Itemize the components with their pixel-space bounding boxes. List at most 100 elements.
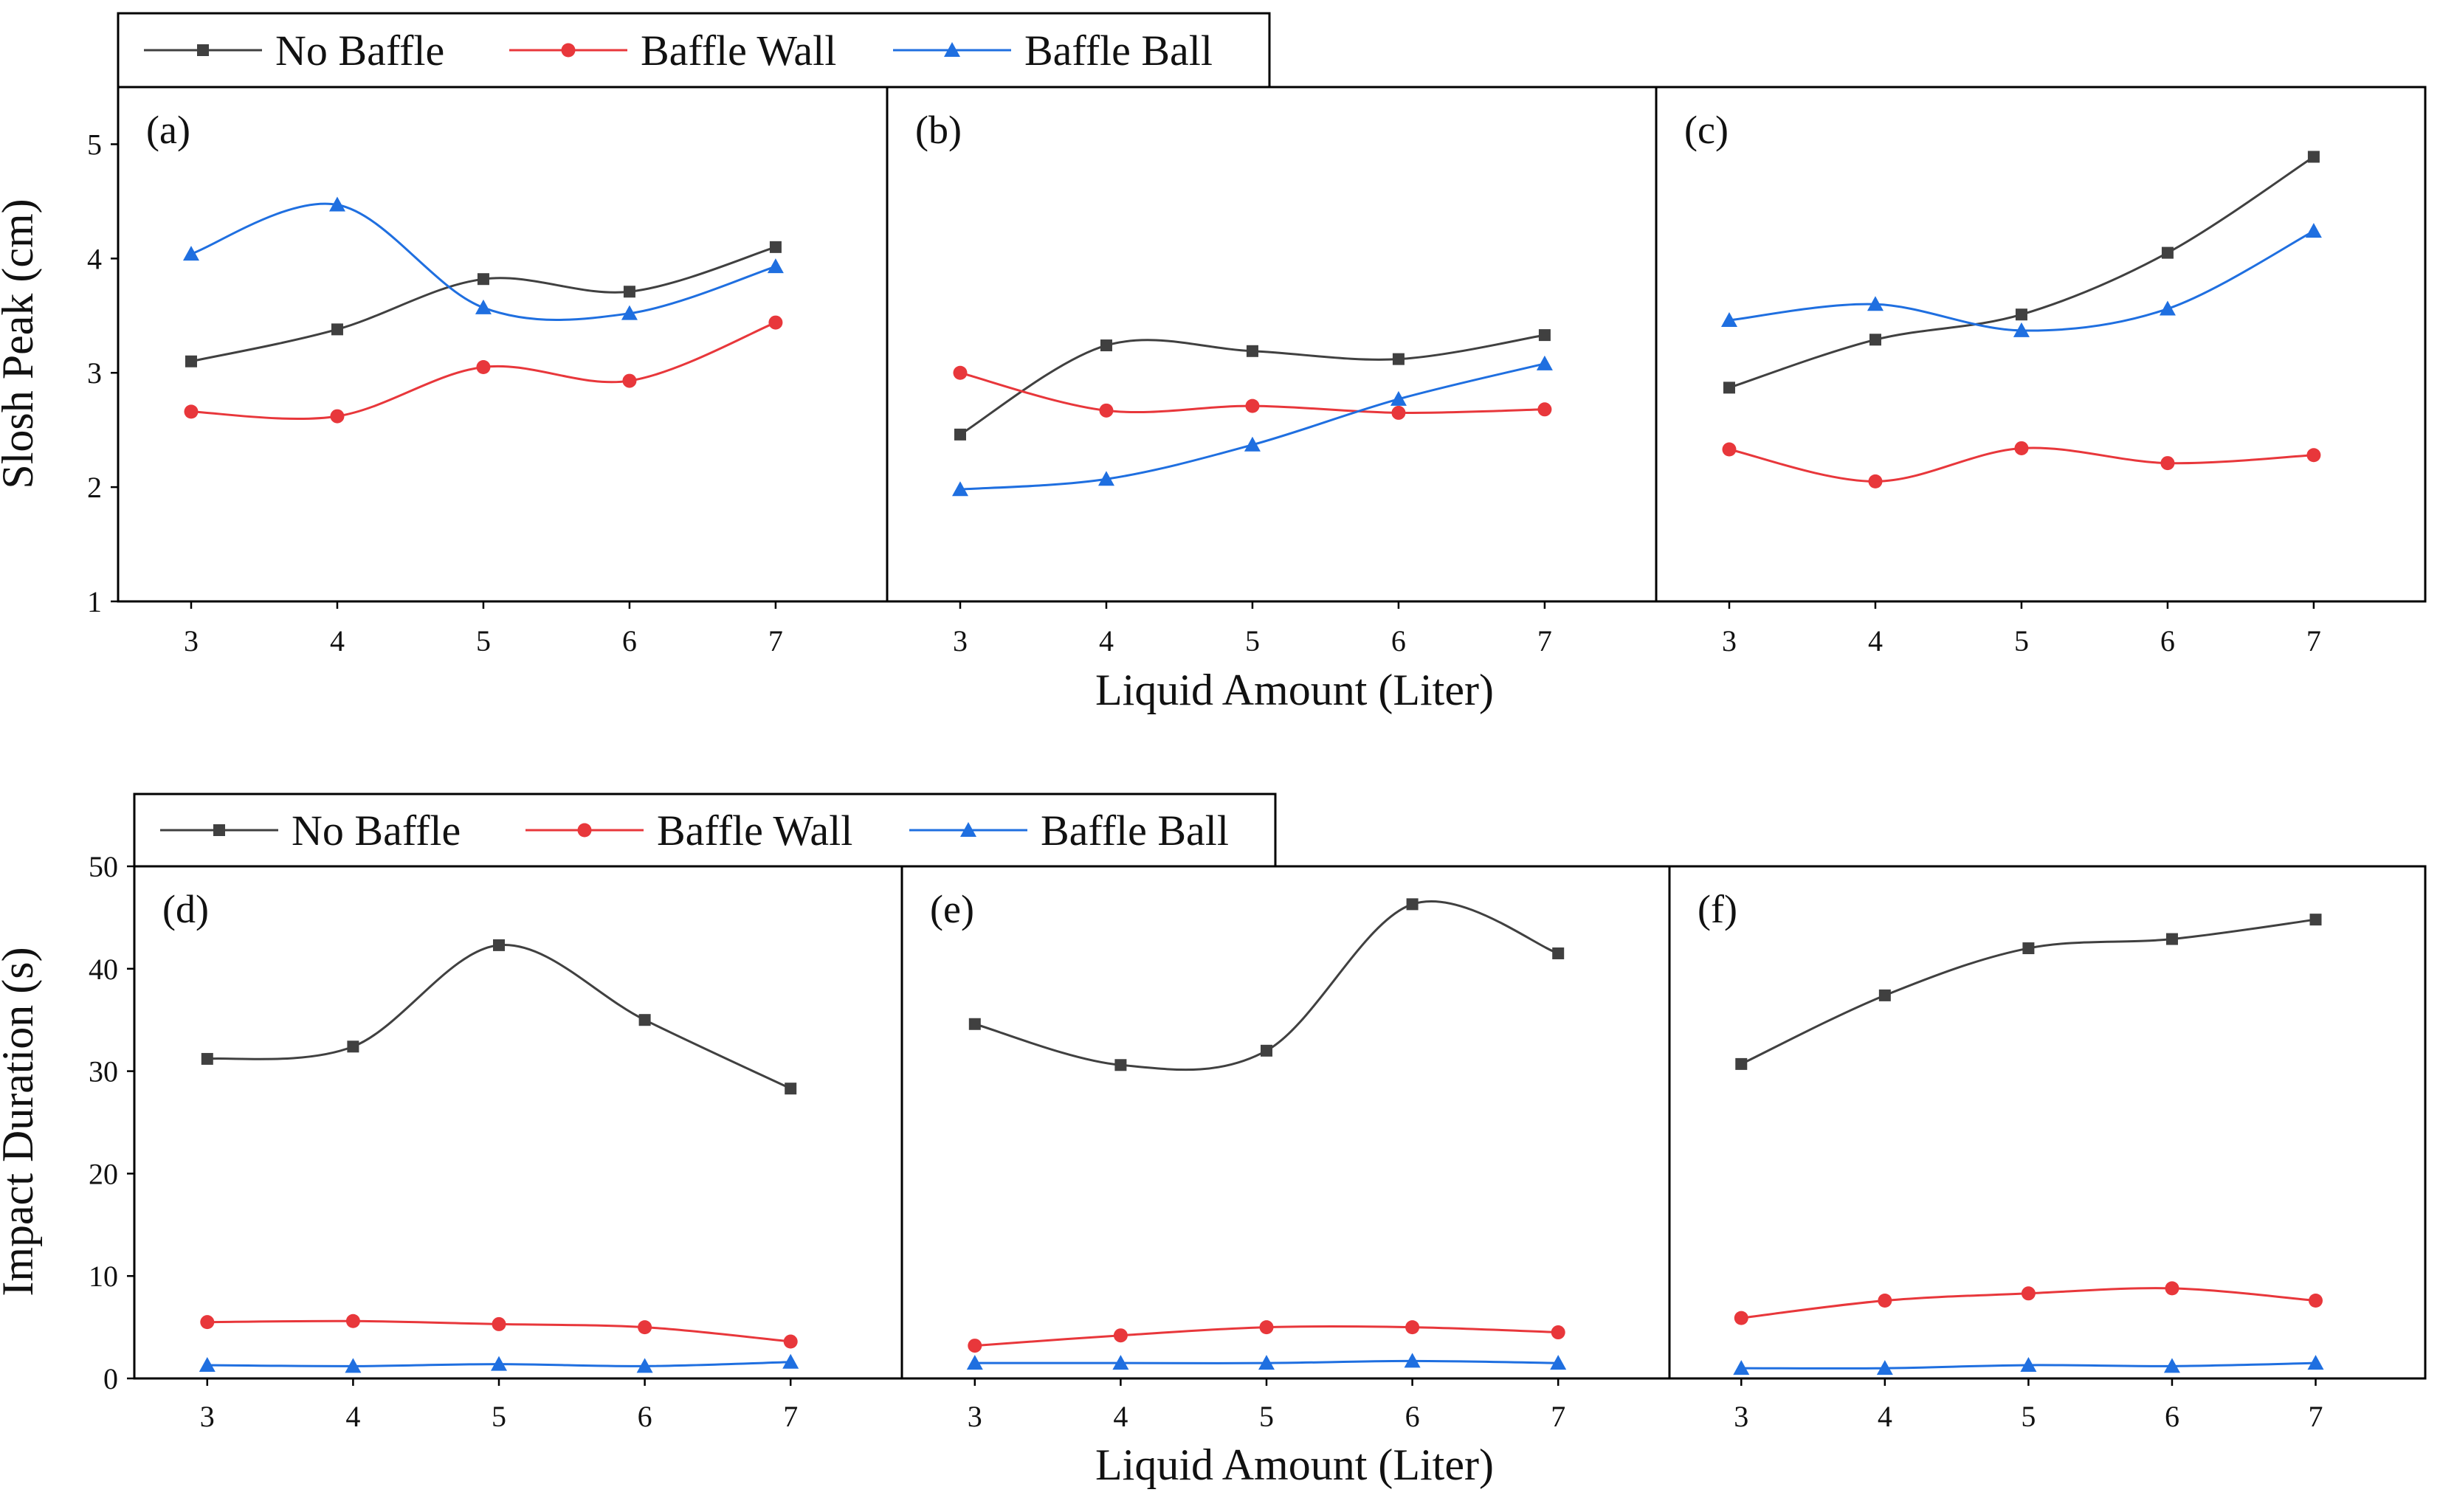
- y-tick-label-40: 40: [89, 953, 118, 986]
- bottom-y-axis-title: Impact Duration (s): [0, 947, 42, 1296]
- x-tick-label-4: 4: [1868, 624, 1883, 657]
- data-point-baffle-wall-3: [1722, 442, 1737, 457]
- panel-frame: [133, 865, 903, 1380]
- x-tick-label-6: 6: [622, 624, 637, 657]
- bottom-x-axis-title: Liquid Amount (Liter): [1095, 1440, 1494, 1489]
- data-point-baffle-ball-5: [2020, 1356, 2037, 1372]
- series-line-no-baffle: [207, 944, 791, 1090]
- data-point-no-baffle-5: [1261, 1044, 1272, 1057]
- x-tick-label-6: 6: [2160, 624, 2175, 657]
- panel-c: (c) 3 4 5 6 7: [1655, 86, 2427, 657]
- series-baffle-wall: [1734, 1281, 2323, 1325]
- legend-label-baffle-wall: Baffle Wall: [657, 807, 852, 855]
- data-point-no-baffle-4: [331, 323, 343, 336]
- data-point-baffle-ball-5: [491, 1356, 507, 1371]
- data-point-no-baffle-3: [954, 428, 966, 441]
- series-line-no-baffle: [1729, 156, 2315, 389]
- series-baffle-wall: [968, 1320, 1565, 1353]
- data-point-baffle-ball-4: [1112, 1355, 1129, 1370]
- top-x-axis-title: Liquid Amount (Liter): [1095, 666, 1494, 714]
- panel-e: (e) 3 4 5 6 7: [900, 865, 1671, 1433]
- top-chart-row: No Baffle Baffle Wall Baffle Ball Slosh Pea…: [0, 12, 2427, 714]
- data-point-no-baffle-3: [1735, 1057, 1748, 1070]
- data-point-baffle-ball-7: [2305, 223, 2322, 238]
- data-point-baffle-wall-6: [622, 373, 637, 388]
- x-tick-label-5: 5: [492, 1400, 506, 1433]
- panel-frame: [1655, 86, 2427, 603]
- panel-label: (e): [930, 887, 974, 931]
- data-point-no-baffle-6: [2161, 246, 2174, 259]
- data-point-no-baffle-3: [968, 1018, 981, 1030]
- data-point-baffle-ball-3: [1720, 311, 1737, 327]
- legend-marker-baffle-ball: [960, 822, 976, 837]
- x-tick-label-4: 4: [345, 1400, 360, 1433]
- top-legend: No Baffle Baffle Wall Baffle Ball: [117, 12, 1271, 89]
- legend-marker-no-baffle: [197, 44, 209, 56]
- x-tick-label-6: 6: [638, 1400, 652, 1433]
- data-point-no-baffle-5: [1246, 345, 1258, 357]
- data-point-baffle-wall-4: [1099, 403, 1114, 418]
- series-baffle-ball: [951, 355, 1553, 497]
- panel-d: (d) 3 4 5 6 7: [133, 865, 903, 1433]
- series-baffle-wall: [1722, 441, 2321, 489]
- data-point-baffle-ball-3: [951, 481, 968, 497]
- x-tick-label-5: 5: [2014, 624, 2029, 657]
- data-point-baffle-ball-4: [345, 1358, 362, 1373]
- bottom-chart-row: No Baffle Baffle Wall Baffle Ball Impact Du…: [0, 793, 2427, 1489]
- data-point-no-baffle-7: [2307, 151, 2320, 163]
- data-point-baffle-ball-4: [328, 196, 345, 212]
- series-no-baffle: [185, 241, 782, 367]
- data-point-baffle-ball-7: [2307, 1355, 2324, 1370]
- series-line-no-baffle: [1740, 918, 2316, 1066]
- series-baffle-ball: [966, 1353, 1567, 1370]
- data-point-baffle-wall-5: [2014, 441, 2029, 455]
- series-baffle-wall: [953, 365, 1552, 420]
- data-point-baffle-wall-4: [1878, 1294, 1892, 1308]
- x-tick-label-3: 3: [953, 624, 968, 657]
- data-point-baffle-ball-3: [182, 246, 199, 261]
- data-point-baffle-ball-5: [1244, 436, 1261, 452]
- series-baffle-ball: [199, 1353, 799, 1373]
- x-tick-label-6: 6: [1391, 624, 1406, 657]
- x-tick-label-3: 3: [1734, 1400, 1748, 1433]
- data-point-no-baffle-6: [638, 1014, 651, 1026]
- data-point-baffle-ball-7: [1536, 355, 1553, 370]
- data-point-baffle-ball-6: [1390, 390, 1407, 406]
- data-point-no-baffle-4: [1100, 339, 1112, 352]
- x-tick-label-5: 5: [476, 624, 491, 657]
- data-point-baffle-wall-5: [1259, 1320, 1274, 1335]
- x-tick-label-6: 6: [1405, 1400, 1420, 1433]
- data-point-no-baffle-7: [2309, 914, 2322, 926]
- series-baffle-wall: [184, 315, 783, 424]
- x-tick-label-5: 5: [2021, 1400, 2036, 1433]
- data-point-no-baffle-6: [2165, 933, 2178, 945]
- data-point-baffle-wall-3: [953, 365, 968, 380]
- legend-marker-no-baffle: [213, 824, 225, 836]
- x-tick-label-4: 4: [1113, 1400, 1128, 1433]
- legend-entry-baffle-wall: Baffle Wall: [525, 807, 852, 855]
- data-point-no-baffle-7: [785, 1083, 797, 1095]
- data-point-no-baffle-6: [1392, 353, 1405, 365]
- series-line-no-baffle: [974, 900, 1559, 1071]
- series-baffle-wall: [200, 1313, 798, 1349]
- panel-a: (a) 3 4 5 6 7: [117, 86, 889, 657]
- data-point-baffle-ball-7: [1550, 1355, 1567, 1370]
- data-point-baffle-ball-5: [2013, 322, 2030, 337]
- x-tick-label-3: 3: [1722, 624, 1737, 657]
- x-tick-label-7: 7: [1551, 1400, 1565, 1433]
- legend-label-no-baffle: No Baffle: [275, 27, 444, 75]
- y-tick-label-20: 20: [89, 1157, 118, 1190]
- y-tick-label-30: 30: [89, 1055, 118, 1088]
- data-point-baffle-ball-4: [1097, 471, 1114, 486]
- x-tick-label-4: 4: [330, 624, 345, 657]
- series-no-baffle: [968, 898, 1565, 1071]
- legend-entry-no-baffle: No Baffle: [144, 27, 444, 75]
- data-point-no-baffle-7: [1538, 329, 1551, 342]
- legend-entry-baffle-ball: Baffle Ball: [893, 27, 1213, 75]
- data-point-baffle-wall-4: [345, 1313, 360, 1328]
- data-point-no-baffle-7: [1552, 947, 1565, 959]
- x-tick-label-7: 7: [783, 1400, 798, 1433]
- data-point-baffle-ball-5: [475, 299, 492, 314]
- data-point-baffle-ball-5: [1258, 1355, 1275, 1370]
